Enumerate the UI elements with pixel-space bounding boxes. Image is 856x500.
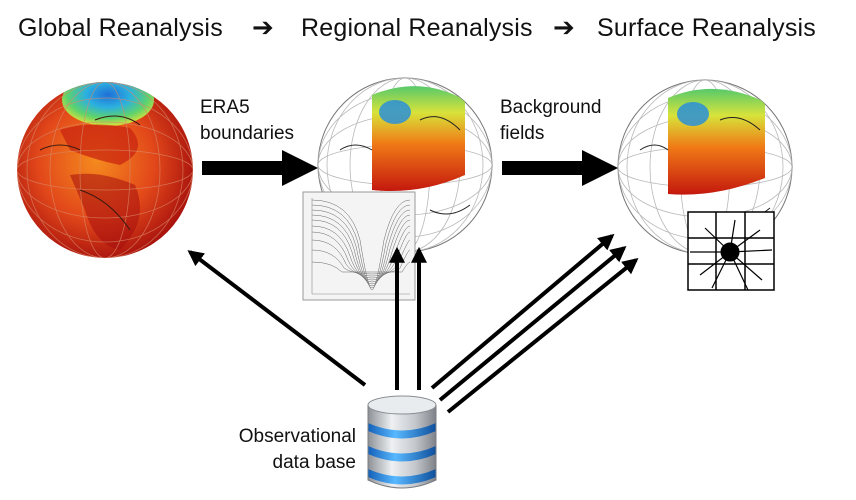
obs-label-line2: data base — [272, 452, 356, 473]
vertical-levels-plot-icon — [302, 191, 416, 301]
title-global-reanalysis: Global Reanalysis — [18, 14, 223, 42]
background-label-line1: Background — [500, 97, 602, 118]
global-globe-icon — [17, 82, 193, 258]
era5-boundary-arrow — [202, 150, 318, 186]
era5-label-line2: boundaries — [200, 123, 295, 144]
observation-arrows — [187, 233, 639, 414]
obs-to-global-arrow — [187, 250, 367, 387]
obs-to-surface-arrow-1 — [430, 233, 615, 390]
observational-database-label: Observational data base — [220, 424, 356, 476]
obs-to-surface-arrow-2 — [438, 245, 627, 402]
surface-grid-icon — [687, 211, 775, 291]
obs-to-surface-arrow-3 — [446, 257, 639, 414]
background-fields-label: Background fields — [500, 95, 601, 147]
background-fields-arrow — [502, 150, 618, 186]
obs-label-line1: Observational — [238, 426, 356, 447]
title-regional-reanalysis: Regional Reanalysis — [301, 14, 533, 42]
era5-label-line1: ERA5 — [200, 97, 250, 118]
era5-boundaries-label: ERA5 boundaries — [200, 95, 294, 147]
arrow-right-icon: ➔ — [252, 12, 274, 42]
background-label-line2: fields — [500, 123, 545, 144]
database-icon — [367, 395, 437, 489]
arrow-right-icon: ➔ — [553, 12, 575, 42]
title-surface-reanalysis: Surface Reanalysis — [597, 14, 816, 42]
